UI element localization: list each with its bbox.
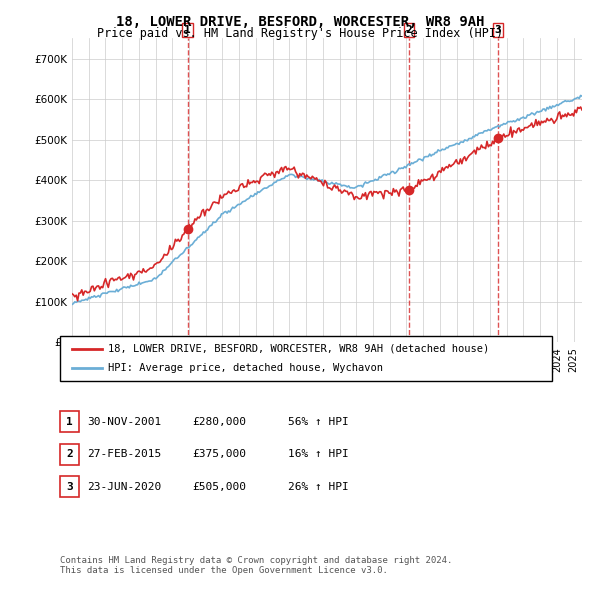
Text: 30-NOV-2001: 30-NOV-2001	[87, 417, 161, 427]
Text: Contains HM Land Registry data © Crown copyright and database right 2024.
This d: Contains HM Land Registry data © Crown c…	[60, 556, 452, 575]
Text: 26% ↑ HPI: 26% ↑ HPI	[288, 482, 349, 491]
Text: 3: 3	[66, 482, 73, 491]
Text: £375,000: £375,000	[192, 450, 246, 459]
Text: 18, LOWER DRIVE, BESFORD, WORCESTER, WR8 9AH: 18, LOWER DRIVE, BESFORD, WORCESTER, WR8…	[116, 15, 484, 29]
Text: Price paid vs. HM Land Registry's House Price Index (HPI): Price paid vs. HM Land Registry's House …	[97, 27, 503, 40]
Text: 1: 1	[66, 417, 73, 427]
Text: HPI: Average price, detached house, Wychavon: HPI: Average price, detached house, Wych…	[108, 363, 383, 373]
Text: 56% ↑ HPI: 56% ↑ HPI	[288, 417, 349, 427]
Text: 1: 1	[184, 25, 191, 35]
Text: 23-JUN-2020: 23-JUN-2020	[87, 482, 161, 491]
Text: £505,000: £505,000	[192, 482, 246, 491]
Text: 2: 2	[406, 25, 412, 35]
Text: 27-FEB-2015: 27-FEB-2015	[87, 450, 161, 459]
Text: £280,000: £280,000	[192, 417, 246, 427]
Text: 3: 3	[494, 25, 502, 35]
Text: 2: 2	[66, 450, 73, 459]
Text: 18, LOWER DRIVE, BESFORD, WORCESTER, WR8 9AH (detached house): 18, LOWER DRIVE, BESFORD, WORCESTER, WR8…	[108, 344, 489, 353]
Text: 16% ↑ HPI: 16% ↑ HPI	[288, 450, 349, 459]
